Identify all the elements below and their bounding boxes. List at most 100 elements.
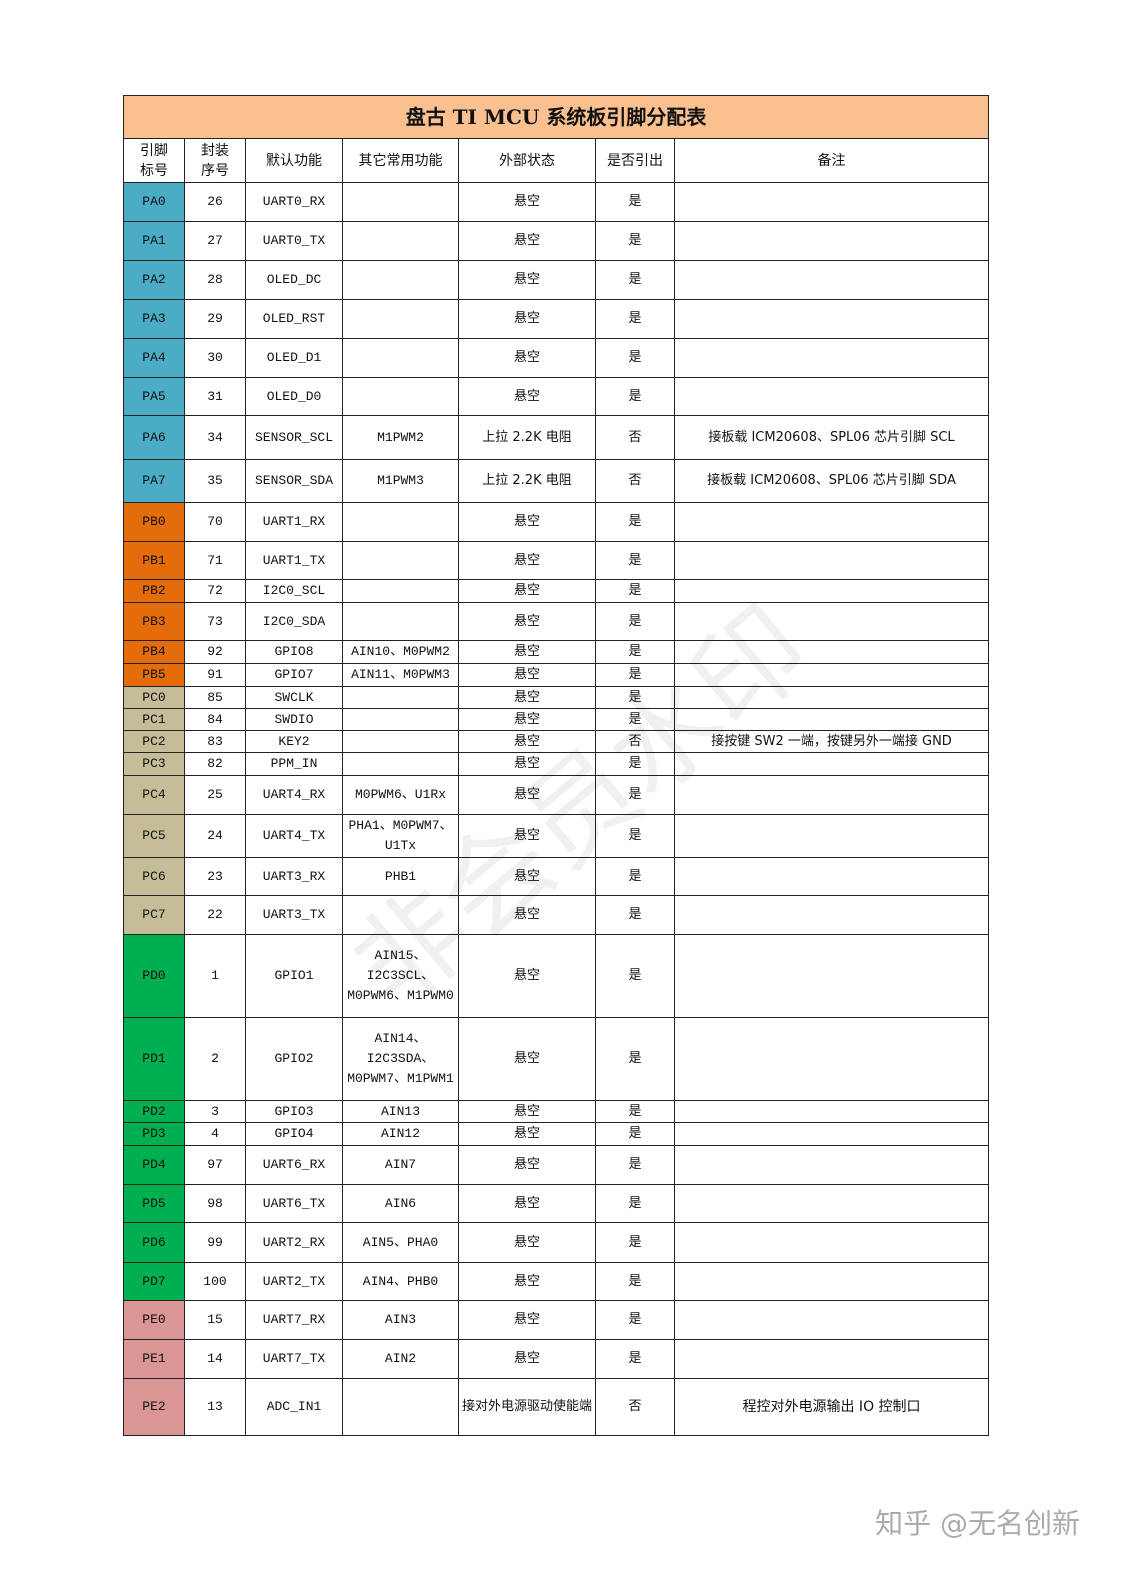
- cell-default-function: UART0_TX: [245, 221, 343, 261]
- cell-other-functions: M0PWM6、U1Rx: [342, 775, 459, 815]
- cell-package-number: 14: [184, 1339, 246, 1379]
- cell-pin-label: PE1: [123, 1339, 185, 1379]
- cell-broken-out: 是: [595, 934, 675, 1018]
- cell-remarks: [673, 895, 990, 935]
- table-row: PE1 14 UART7_TX AIN2 悬空是: [123, 1339, 990, 1379]
- cell-package-number: 91: [184, 663, 246, 687]
- cell-broken-out: 是: [595, 708, 675, 731]
- cell-external-state: 悬空: [458, 182, 596, 222]
- cell-broken-out: 是: [595, 182, 675, 222]
- cell-default-function: GPIO4: [245, 1122, 343, 1146]
- cell-pin-label: PC6: [123, 857, 185, 896]
- cell-other-functions: PHA1、M0PWM7、U1Tx: [342, 814, 459, 858]
- table-row: PB5 91 GPIO7 AIN11、M0PWM3 悬空是: [123, 663, 990, 687]
- cell-default-function: UART7_TX: [245, 1339, 343, 1379]
- cell-remarks: [673, 640, 990, 664]
- table-row: PD5 98 UART6_TX AIN6 悬空是: [123, 1184, 990, 1223]
- cell-other-functions: [342, 502, 459, 542]
- cell-default-function: UART6_TX: [245, 1184, 343, 1223]
- cell-pin-label: PA6: [123, 415, 185, 460]
- cell-broken-out: 否: [595, 1378, 675, 1436]
- cell-package-number: 27: [184, 221, 246, 261]
- cell-broken-out: 是: [595, 338, 675, 378]
- cell-other-functions: [342, 1378, 459, 1436]
- cell-external-state: 悬空: [458, 299, 596, 339]
- cell-external-state: 悬空: [458, 602, 596, 641]
- table-row: PC6 23 UART3_RX PHB1 悬空是: [123, 857, 990, 896]
- cell-broken-out: 是: [595, 377, 675, 416]
- cell-remarks: [673, 663, 990, 687]
- cell-external-state: 悬空: [458, 708, 596, 731]
- cell-default-function: I2C0_SDA: [245, 602, 343, 641]
- cell-external-state: 悬空: [458, 1300, 596, 1340]
- cell-other-functions: M1PWM3: [342, 459, 459, 503]
- cell-broken-out: 否: [595, 415, 675, 460]
- cell-pin-label: PC2: [123, 730, 185, 753]
- table-row: PC7 22 UART3_TX 悬空是: [123, 895, 990, 935]
- table-row: PA3 29 OLED_RST 悬空是: [123, 299, 990, 339]
- cell-remarks: [673, 1262, 990, 1301]
- cell-package-number: 23: [184, 857, 246, 896]
- cell-external-state: 悬空: [458, 1222, 596, 1263]
- cell-package-number: 73: [184, 602, 246, 641]
- cell-default-function: GPIO1: [245, 934, 343, 1018]
- table-row: PD0 1 GPIO1 AIN15、I2C3SCL、M0PWM6、M1PWM0 悬空是: [123, 934, 990, 1018]
- table-row: PD1 2 GPIO2 AIN14、I2C3SDA、M0PWM7、M1PWM1 悬空是: [123, 1017, 990, 1101]
- cell-remarks: [673, 1222, 990, 1263]
- cell-broken-out: 是: [595, 1339, 675, 1379]
- cell-default-function: PPM_IN: [245, 752, 343, 776]
- cell-pin-label: PB1: [123, 541, 185, 580]
- cell-broken-out: 是: [595, 541, 675, 580]
- cell-other-functions: AIN6: [342, 1184, 459, 1223]
- cell-remarks: [673, 752, 990, 776]
- cell-other-functions: [342, 752, 459, 776]
- cell-package-number: 31: [184, 377, 246, 416]
- cell-remarks: [673, 221, 990, 261]
- cell-pin-label: PD7: [123, 1262, 185, 1301]
- cell-default-function: OLED_D1: [245, 338, 343, 378]
- cell-other-functions: [342, 579, 459, 603]
- cell-broken-out: 是: [595, 1122, 675, 1146]
- cell-pin-label: PC3: [123, 752, 185, 776]
- cell-external-state: 悬空: [458, 502, 596, 542]
- cell-package-number: 4: [184, 1122, 246, 1146]
- cell-package-number: 15: [184, 1300, 246, 1340]
- cell-remarks: [673, 338, 990, 378]
- table-row: PC1 84 SWDIO 悬空是: [123, 708, 990, 731]
- cell-external-state: 上拉 2.2K 电阻: [458, 415, 596, 460]
- cell-package-number: 35: [184, 459, 246, 503]
- cell-default-function: GPIO2: [245, 1017, 343, 1101]
- cell-default-function: UART0_RX: [245, 182, 343, 222]
- cell-pin-label: PA1: [123, 221, 185, 261]
- table-row: PE0 15 UART7_RX AIN3 悬空是: [123, 1300, 990, 1340]
- cell-default-function: OLED_DC: [245, 260, 343, 300]
- cell-external-state: 悬空: [458, 730, 596, 753]
- cell-other-functions: AIN10、M0PWM2: [342, 640, 459, 664]
- cell-other-functions: AIN11、M0PWM3: [342, 663, 459, 687]
- cell-default-function: UART3_RX: [245, 857, 343, 896]
- cell-pin-label: PD5: [123, 1184, 185, 1223]
- cell-remarks: [673, 1300, 990, 1340]
- cell-remarks: [673, 686, 990, 709]
- header-package-number: 封装 序号: [184, 138, 246, 183]
- cell-remarks: [673, 260, 990, 300]
- cell-remarks: [673, 502, 990, 542]
- cell-remarks: 接按键 SW2 一端，按键另外一端接 GND: [673, 730, 990, 753]
- cell-broken-out: 是: [595, 895, 675, 935]
- cell-external-state: 悬空: [458, 338, 596, 378]
- cell-default-function: GPIO8: [245, 640, 343, 664]
- cell-other-functions: AIN3: [342, 1300, 459, 1340]
- cell-pin-label: PB3: [123, 602, 185, 641]
- cell-other-functions: [342, 602, 459, 641]
- cell-pin-label: PA4: [123, 338, 185, 378]
- header-external-state: 外部状态: [458, 138, 596, 183]
- cell-broken-out: 是: [595, 1145, 675, 1185]
- cell-broken-out: 是: [595, 775, 675, 815]
- cell-broken-out: 是: [595, 221, 675, 261]
- cell-other-functions: [342, 182, 459, 222]
- cell-remarks: [673, 541, 990, 580]
- header-other-functions: 其它常用功能: [342, 138, 459, 183]
- cell-default-function: I2C0_SCL: [245, 579, 343, 603]
- cell-broken-out: 是: [595, 1017, 675, 1101]
- table-row: PD4 97 UART6_RX AIN7 悬空是: [123, 1145, 990, 1185]
